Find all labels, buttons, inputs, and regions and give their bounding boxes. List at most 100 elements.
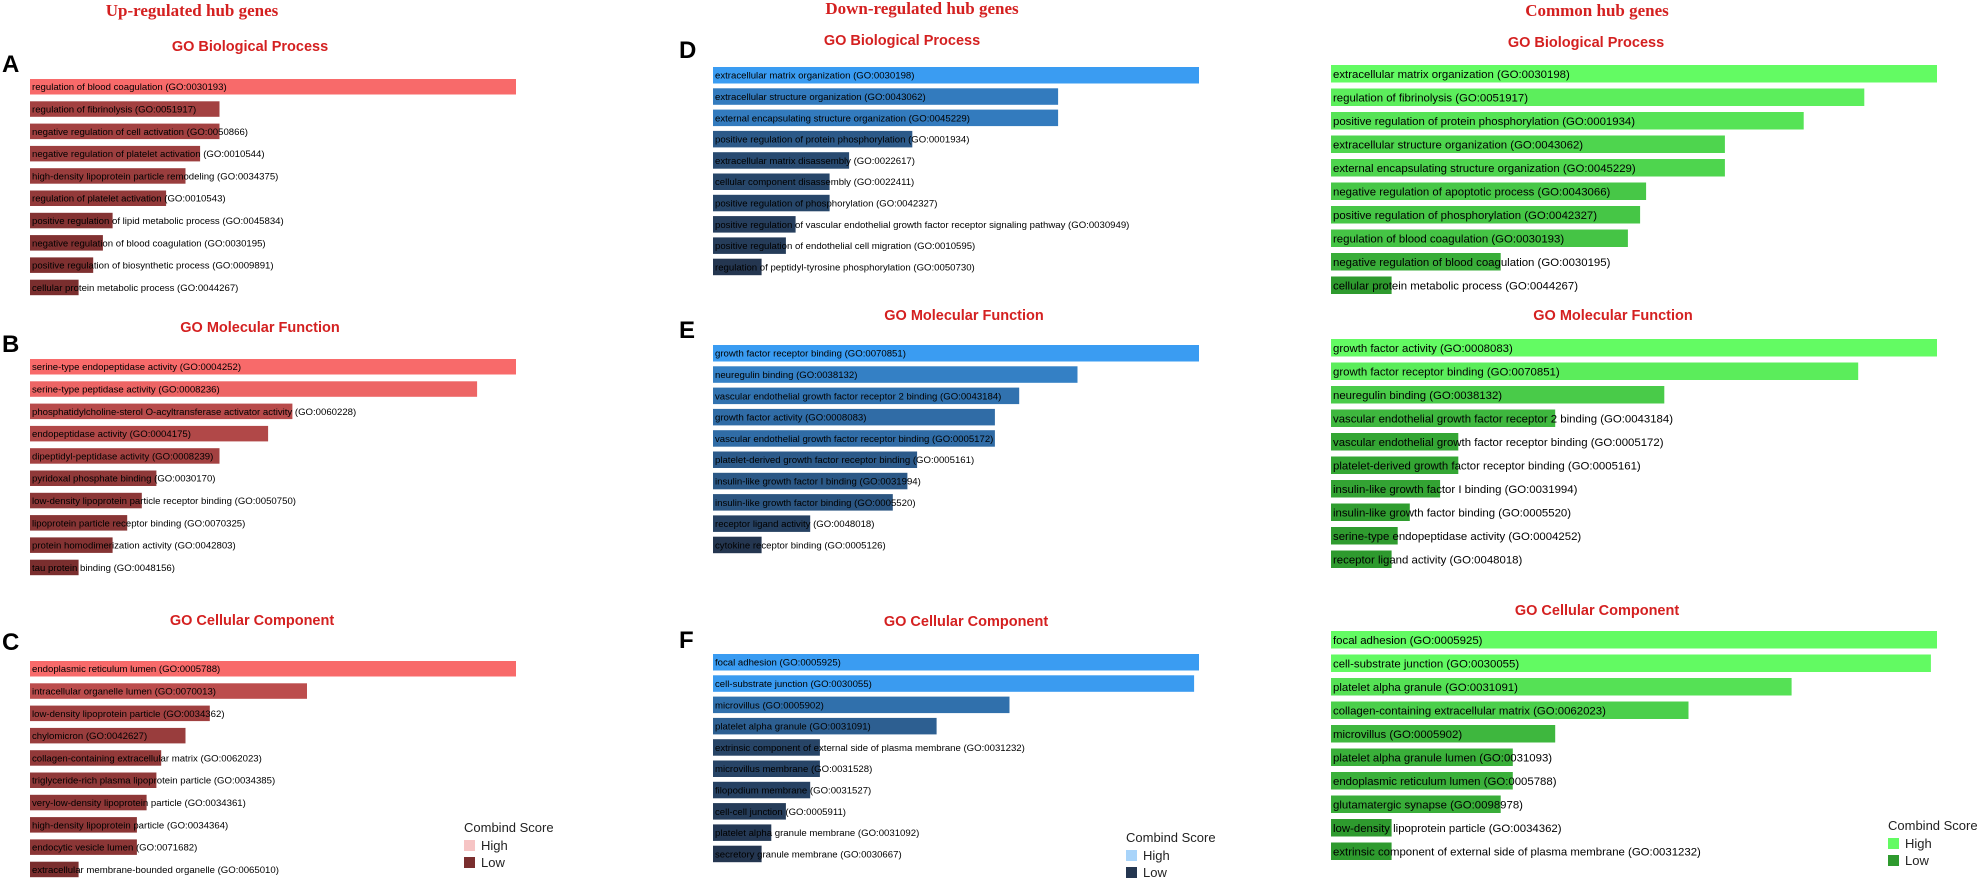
legend-up: Combind Score High Low — [464, 820, 554, 870]
bar-label: triglyceride-rich plasma lipoprotein par… — [32, 776, 275, 787]
bar — [1331, 550, 1392, 568]
bar — [1331, 456, 1459, 474]
bar — [30, 727, 186, 744]
bar — [713, 472, 908, 490]
bar — [30, 794, 147, 811]
bar — [1331, 819, 1392, 837]
bar — [713, 109, 1059, 127]
legend-down: Combind Score High Low — [1126, 830, 1216, 880]
bar — [30, 683, 307, 699]
bar — [713, 130, 913, 148]
bar-label: phosphatidylcholine-sterol O-acyltransfe… — [32, 407, 356, 418]
bar — [30, 257, 94, 273]
panel-title: GO Molecular Function — [180, 320, 340, 336]
bar — [1331, 339, 1937, 357]
bar-label: endocytic vesicle lumen (GO:0071682) — [32, 843, 197, 854]
bar-label: microvillus membrane (GO:0031528) — [715, 764, 872, 775]
bar — [30, 168, 186, 184]
bar — [713, 536, 762, 554]
bar — [30, 79, 516, 95]
bar-label: glutamatergic synapse (GO:0098978) — [1333, 799, 1523, 811]
panel-D: D GO Biological Process extracellular matr… — [679, 33, 1199, 276]
bar-label: serine-type endopeptidase activity (GO:0… — [1333, 531, 1581, 543]
bar-label: regulation of blood coagulation (GO:0030… — [32, 82, 227, 93]
panel-common-2: GO Molecular Function growth factor activ… — [1331, 308, 1937, 568]
panel-common-3: GO Cellular Component focal adhesion (GO:… — [1331, 603, 1937, 860]
bar — [713, 824, 772, 841]
panel-title: GO Biological Process — [1508, 35, 1664, 51]
bar-label: platelet alpha granule (GO:0031091) — [715, 722, 871, 733]
bar-label: filopodium membrane (GO:0031527) — [715, 786, 871, 797]
bar-label: vascular endothelial growth factor recep… — [1333, 437, 1664, 449]
bar-label: cellular component disassembly (GO:00224… — [715, 177, 914, 188]
legend-high-label: High — [1143, 848, 1170, 863]
bar-label: external encapsulating structure organiz… — [715, 113, 970, 124]
bar — [713, 696, 1010, 714]
bar — [30, 190, 167, 206]
bar — [713, 152, 850, 169]
legend-common: Combind Score High Low — [1888, 818, 1978, 868]
bar-label: microvillus (GO:0005902) — [1333, 729, 1462, 741]
bar-label: platelet-derived growth factor receptor … — [715, 455, 974, 466]
bar-label: negative regulation of platelet activati… — [32, 149, 265, 160]
bar — [30, 212, 113, 229]
column-up: Up-regulated hub genes A GO Biological Pro… — [2, 1, 554, 878]
bar-label: extrinsic component of external side of … — [715, 743, 1025, 754]
bar-label: extrinsic component of external side of … — [1333, 846, 1701, 858]
bar-label: positive regulation of phosphorylation (… — [1333, 210, 1597, 222]
bar — [1331, 701, 1689, 719]
bar-label: extracellular matrix organization (GO:00… — [715, 71, 914, 82]
bar — [713, 494, 893, 511]
bar — [1331, 527, 1398, 545]
bar — [713, 451, 918, 468]
panel-letter: D — [679, 37, 696, 64]
bar-label: cellular protein metabolic process (GO:0… — [1333, 280, 1578, 292]
column-title: Common hub genes — [1525, 1, 1669, 20]
bar-label: platelet alpha granule membrane (GO:0031… — [715, 828, 919, 839]
bar-label: cell-cell junction (GO:0005911) — [715, 807, 846, 818]
bar-label: high-density lipoprotein particle (GO:00… — [32, 820, 228, 831]
bar-label: focal adhesion (GO:0005925) — [715, 658, 841, 669]
bar — [713, 258, 762, 276]
bar-label: cell-substrate junction (GO:0030055) — [715, 679, 872, 690]
bar-label: negative regulation of blood coagulation… — [1333, 257, 1611, 269]
bar — [1331, 772, 1513, 790]
panel-letter: A — [2, 51, 19, 78]
bar-label: negative regulation of cell activation (… — [32, 127, 248, 138]
panel-B: B GO Molecular Function serine-type endope… — [2, 320, 516, 576]
bar — [30, 101, 220, 117]
bar — [30, 861, 79, 878]
bar — [713, 67, 1199, 84]
bar — [1331, 654, 1931, 672]
bar — [30, 145, 201, 162]
bar-label: serine-type peptidase activity (GO:00082… — [32, 385, 220, 396]
bar-label: insulin-like growth factor I binding (GO… — [1333, 484, 1578, 496]
legend-swatch-low — [464, 857, 475, 868]
bar — [713, 173, 830, 190]
bar — [30, 279, 79, 296]
legend-swatch-high — [1888, 838, 1899, 849]
bar-label: serine-type endopeptidase activity (GO:0… — [32, 362, 241, 373]
bar — [1331, 112, 1804, 130]
bar — [1331, 362, 1859, 380]
bar-label: high-density lipoprotein particle remode… — [32, 171, 278, 182]
bar — [30, 425, 269, 442]
panel-F: F GO Cellular Component focal adhesion (GO… — [679, 614, 1199, 863]
bar-label: growth factor receptor binding (GO:00708… — [715, 349, 906, 360]
legend-swatch-high — [464, 840, 475, 851]
bar-label: extracellular matrix organization (GO:00… — [1333, 69, 1570, 81]
legend-swatch-low — [1888, 855, 1899, 866]
bar-label: growth factor activity (GO:0008083) — [1333, 343, 1513, 355]
bar — [713, 194, 830, 212]
bar-label: tau protein binding (GO:0048156) — [32, 563, 175, 574]
bar-label: secretory granule membrane (GO:0030667) — [715, 849, 902, 860]
bar-label: low-density lipoprotein particle (GO:003… — [32, 709, 225, 720]
bar-label: endoplasmic reticulum lumen (GO:0005788) — [32, 664, 220, 675]
bar — [30, 403, 293, 420]
bar — [1331, 276, 1392, 294]
bar — [1331, 65, 1937, 83]
bar-label: regulation of fibrinolysis (GO:0051917) — [32, 105, 196, 116]
bar-label: vascular endothelial growth factor recep… — [715, 434, 993, 445]
bar-label: receptor ligand activity (GO:0048018) — [715, 519, 874, 530]
